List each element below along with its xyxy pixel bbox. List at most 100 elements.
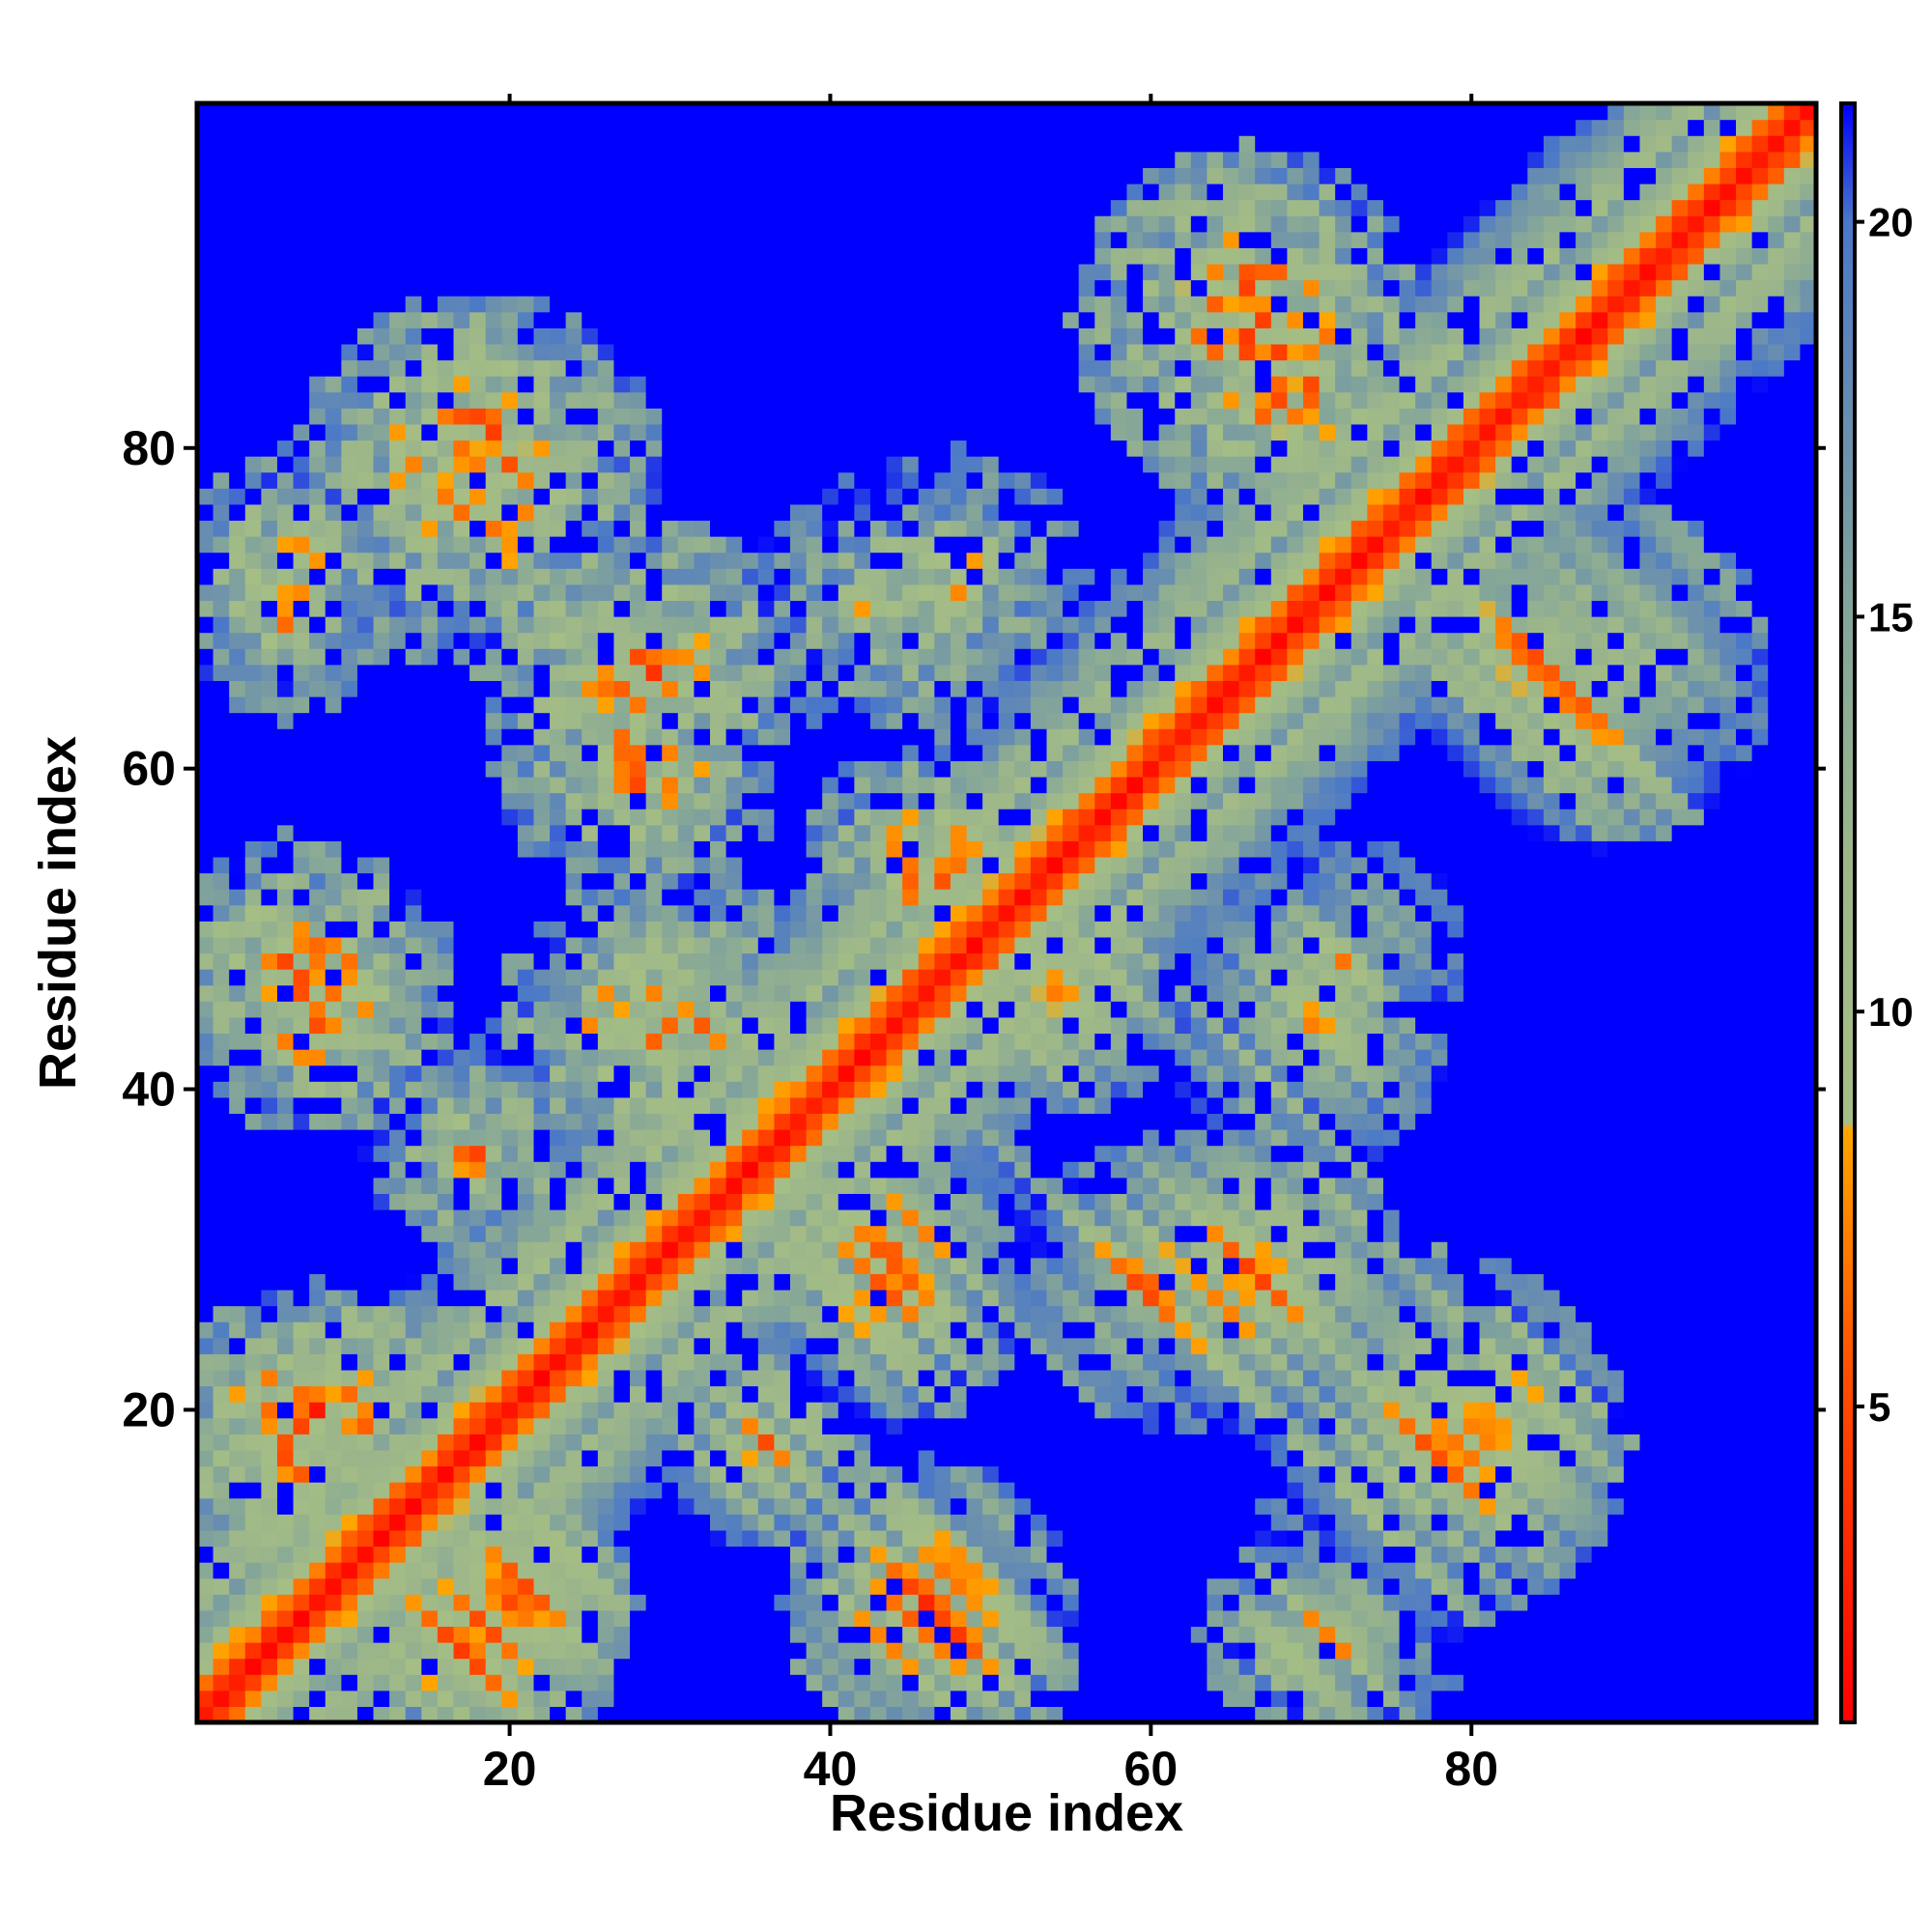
heatmap-cell [244,391,262,409]
heatmap-cell [550,1065,567,1082]
heatmap-cell [757,712,775,729]
heatmap-cell [229,1546,246,1563]
heatmap-cell [276,856,295,874]
heatmap-cell [710,1690,727,1707]
heatmap-cell [309,1514,327,1531]
heatmap-cell [341,1353,358,1371]
heatmap-cell [677,1257,696,1274]
heatmap-cell [613,135,631,153]
heatmap-cell [902,1289,920,1307]
heatmap-cell [869,135,888,153]
heatmap-cell [613,904,631,922]
heatmap-cell [550,1289,567,1307]
heatmap-cell [437,1129,455,1147]
heatmap-cell [886,440,903,457]
heatmap-cell [918,440,935,457]
heatmap-cell [677,1241,696,1259]
heatmap-cell [533,119,551,136]
heatmap-cell [565,1449,582,1467]
heatmap-cell [533,696,551,714]
heatmap-cell [213,151,230,168]
heatmap-cell [869,231,888,248]
heatmap-cell [677,696,696,714]
heatmap-cell [469,921,487,938]
heatmap-cell [517,440,535,457]
heatmap-cell [966,1369,983,1387]
heatmap-cell [902,1562,920,1579]
heatmap-cell [293,583,310,602]
heatmap-cell [934,1353,952,1371]
heatmap-cell [293,1658,310,1675]
heatmap-cell [309,1577,327,1595]
heatmap-cell [325,1161,342,1179]
heatmap-cell [565,1016,582,1035]
heatmap-cell [197,552,214,569]
heatmap-cell [244,1129,262,1147]
heatmap-cell [710,1369,727,1387]
heatmap-cell [261,1642,278,1660]
heatmap-cell [789,1065,808,1082]
heatmap-cell [437,1273,455,1291]
heatmap-cell [453,1193,470,1210]
heatmap-cell [197,247,214,265]
heatmap-cell [229,1690,246,1707]
heatmap-cell [869,1257,888,1274]
heatmap-cell [886,1353,903,1371]
heatmap-cell [373,1001,390,1018]
heatmap-cell [950,809,968,826]
heatmap-cell [582,1001,599,1018]
heatmap-cell [517,488,535,505]
heatmap-cell [806,1385,823,1403]
heatmap-cell [244,984,262,1002]
heatmap-cell [613,263,631,281]
heatmap-cell [373,969,390,986]
heatmap-cell [213,311,230,328]
heatmap-cell [677,1594,696,1611]
heatmap-cell [533,776,551,794]
heatmap-cell [356,840,375,858]
heatmap-cell [966,1129,983,1147]
heatmap-cell [373,1369,390,1387]
heatmap-cell [261,600,278,617]
heatmap-cell [244,167,262,185]
heatmap-cell [613,1706,631,1723]
heatmap-cell [677,1577,696,1595]
heatmap-cell [533,391,551,409]
heatmap-cell [597,921,615,938]
heatmap-cell [645,583,663,602]
heatmap-cell [293,183,310,201]
heatmap-cell [854,840,871,858]
heatmap-cell [197,1065,214,1082]
heatmap-cell [356,263,375,281]
heatmap-cell [613,1546,631,1563]
heatmap-cell [902,1096,920,1115]
heatmap-cell [725,1001,743,1018]
heatmap-cell [613,440,631,457]
heatmap-cell [501,648,519,666]
heatmap-cell [405,600,422,617]
heatmap-cell [244,423,262,441]
heatmap-cell [373,1145,390,1162]
heatmap-cell [421,536,439,554]
heatmap-cell [437,1449,455,1467]
heatmap-cell [757,1177,775,1194]
heatmap-cell [982,1208,1000,1227]
heatmap-cell [341,1096,358,1115]
heatmap-cell [356,391,375,409]
heatmap-cell [582,744,599,761]
heatmap-cell [806,423,823,441]
heatmap-cell [902,503,920,522]
heatmap-cell [550,311,567,328]
heatmap-cell [630,1321,647,1339]
heatmap-cell [293,1305,310,1322]
heatmap-cell [261,792,278,810]
heatmap-cell [822,1642,839,1660]
heatmap-cell [662,664,679,681]
heatmap-cell [453,488,470,505]
heatmap-cell [261,809,278,826]
heatmap-cell [774,1145,791,1162]
heatmap-cell [197,648,214,666]
heatmap-cell [517,1594,535,1611]
heatmap-cell [533,840,551,858]
heatmap-cell [565,520,582,537]
